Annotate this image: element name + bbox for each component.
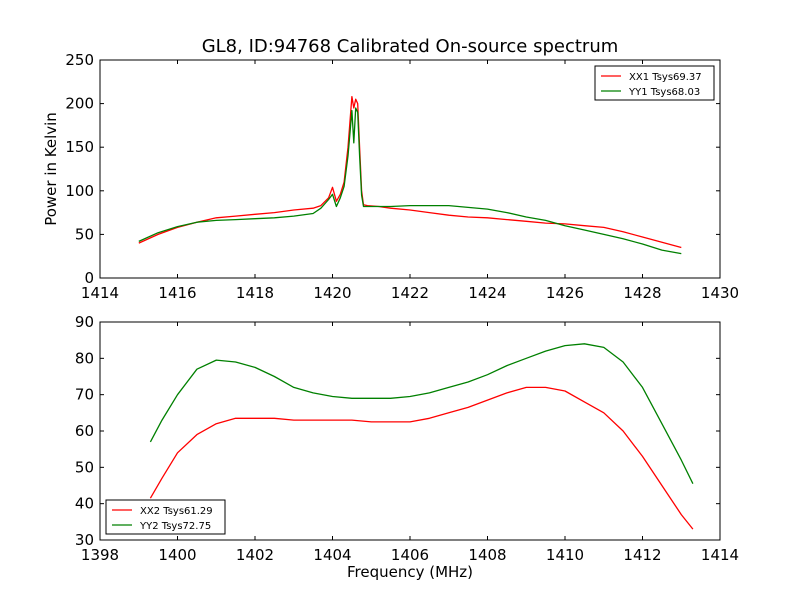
y-tick-label: 90 xyxy=(75,313,94,331)
x-tick-label: 1420 xyxy=(313,284,351,302)
legend-label: XX1 Tsys69.37 xyxy=(629,72,702,83)
top-panel: 1414 1416 1418 1420 1422 1424 1426 1428 1430 0 50 1… xyxy=(42,51,739,302)
x-tick-label: 1406 xyxy=(391,546,429,564)
x-tick-label: 1416 xyxy=(158,284,196,302)
chart-title: GL8, ID:94768 Calibrated On-source spect… xyxy=(202,36,619,57)
x-axis-label: Frequency (MHz) xyxy=(347,563,473,581)
x-tick-label: 1430 xyxy=(701,284,739,302)
y-tick-label: 70 xyxy=(75,386,94,404)
legend-label: YY1 Tsys68.03 xyxy=(628,87,700,98)
legend-label: XX2 Tsys61.29 xyxy=(140,506,213,517)
series-line-green xyxy=(149,343,694,484)
x-tick-label: 1422 xyxy=(391,284,429,302)
y-tick-label: 30 xyxy=(75,531,94,549)
x-tick-label: 1400 xyxy=(158,546,196,564)
x-tick-label: 1410 xyxy=(546,546,584,564)
x-tick-label: 1418 xyxy=(236,284,274,302)
y-axis-label: Power in Kelvin xyxy=(42,112,60,226)
series-line-red xyxy=(149,386,694,530)
x-tick-label: 1424 xyxy=(468,284,506,302)
x-tick-label: 1408 xyxy=(468,546,506,564)
y-tick-label: 200 xyxy=(65,95,94,113)
y-tick-label: 50 xyxy=(75,458,94,476)
y-tick-label: 0 xyxy=(84,269,94,287)
x-tick-label: 1414 xyxy=(701,546,739,564)
x-tick-label: 1428 xyxy=(623,284,661,302)
y-tick-label: 60 xyxy=(75,422,94,440)
x-tick-label: 1426 xyxy=(546,284,584,302)
legend: XX2 Tsys61.29 YY2 Tsys72.75 xyxy=(105,499,226,535)
x-tick-label: 1414 xyxy=(81,284,119,302)
x-tick-label: 1402 xyxy=(236,546,274,564)
legend-box xyxy=(594,65,715,101)
y-tick-label: 80 xyxy=(75,349,94,367)
y-tick-label: 100 xyxy=(65,182,94,200)
y-tick-label: 40 xyxy=(75,495,94,513)
legend-label: YY2 Tsys72.75 xyxy=(139,521,211,532)
x-tick-label: 1412 xyxy=(623,546,661,564)
y-tick-label: 250 xyxy=(65,51,94,69)
x-tick-label: 1404 xyxy=(313,546,351,564)
series-line-red xyxy=(138,95,682,249)
x-tick-label: 1398 xyxy=(81,546,119,564)
legend-box xyxy=(105,499,226,535)
bottom-panel: 1398 1400 1402 1404 1406 1408 1410 1412 1414 30 40… xyxy=(75,313,739,581)
y-tick-label: 150 xyxy=(65,138,94,156)
y-tick-label: 50 xyxy=(75,225,94,243)
legend: XX1 Tsys69.37 YY1 Tsys68.03 xyxy=(594,65,715,101)
series-line-green xyxy=(138,107,682,255)
